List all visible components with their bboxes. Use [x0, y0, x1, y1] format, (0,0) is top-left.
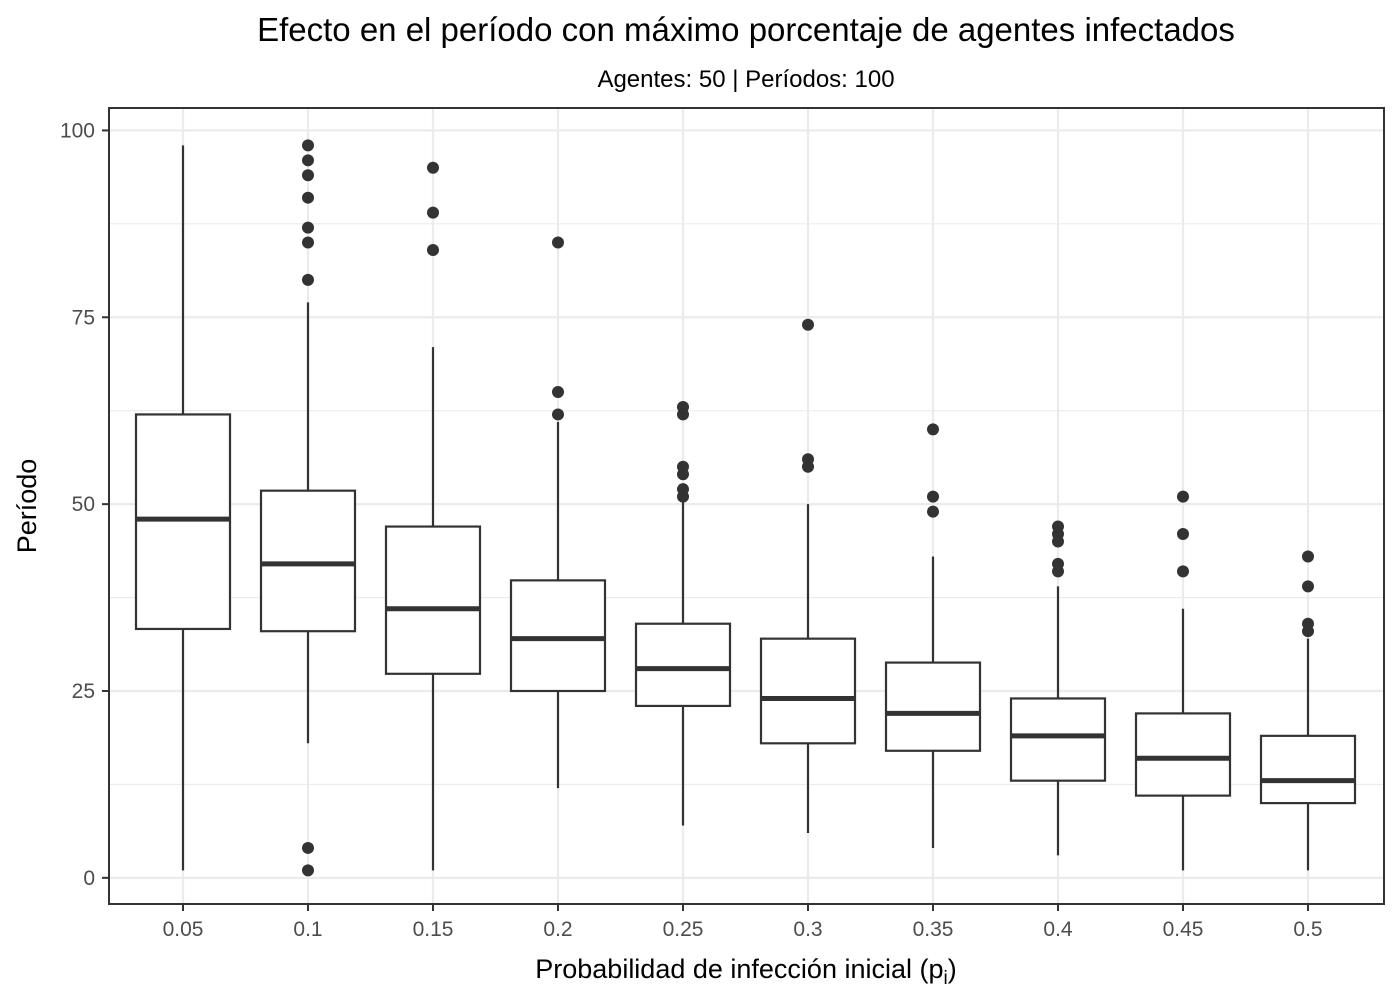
box-iqr [384, 525, 482, 675]
outlier-point [1177, 528, 1189, 541]
x-tick-label: 0.25 [663, 918, 704, 941]
outlier-point [677, 483, 689, 496]
outlier-point [927, 423, 939, 436]
x-axis-title-subscript: i [944, 968, 948, 989]
box-iqr [134, 413, 232, 631]
outlier-point [677, 460, 689, 473]
chart-subtitle: Agentes: 50 | Períodos: 100 [597, 66, 894, 93]
x-tick-label: 0.05 [163, 918, 204, 941]
outlier-point [802, 453, 814, 466]
box-iqr [634, 622, 732, 708]
box-group-0.5 [1259, 550, 1357, 871]
y-tick-label: 100 [60, 119, 95, 142]
x-tick-label: 0.4 [1043, 918, 1073, 941]
box-group-0.3 [759, 318, 857, 833]
outlier-point [802, 318, 814, 331]
box-iqr [759, 637, 857, 745]
y-tick-label: 0 [83, 867, 95, 890]
outlier-point [302, 273, 314, 286]
outlier-point [302, 154, 314, 167]
box-group-0.2 [509, 236, 607, 789]
box-iqr [259, 489, 357, 633]
y-tick-label: 25 [72, 680, 95, 703]
outlier-point [302, 864, 314, 877]
x-tick-label: 0.45 [1163, 918, 1204, 941]
chart-title: Efecto en el período con máximo porcenta… [257, 11, 1235, 48]
boxplot-series [134, 139, 1357, 877]
outlier-point [1052, 557, 1064, 570]
x-tick-label: 0.35 [913, 918, 954, 941]
x-tick-label: 0.3 [793, 918, 822, 941]
box-group-0.25 [634, 400, 732, 826]
outlier-point [1302, 617, 1314, 630]
x-tick-label: 0.2 [543, 918, 572, 941]
x-tick-label: 0.15 [413, 918, 454, 941]
box-group-0.4 [1009, 520, 1107, 856]
outlier-point [552, 386, 564, 399]
box-group-0.15 [384, 161, 482, 871]
outlier-point [302, 191, 314, 204]
box-group-0.05 [134, 145, 232, 871]
outlier-point [427, 206, 439, 219]
x-axis-title-close: ) [948, 954, 957, 984]
x-axis-title-main: Probabilidad de infección inicial (p [535, 954, 943, 984]
box-group-0.35 [884, 423, 982, 848]
outlier-point [1302, 550, 1314, 563]
outlier-point [552, 408, 564, 421]
outlier-point [302, 169, 314, 182]
outlier-point [302, 139, 314, 152]
outlier-point [927, 490, 939, 503]
x-axis: 0.05 0.1 0.15 0.2 0.25 0.3 0.35 0.4 0.45 0.5 [163, 904, 1323, 941]
box-group-0.1 [259, 139, 357, 877]
outlier-point [1052, 520, 1064, 533]
box-group-0.45 [1134, 490, 1232, 871]
box-iqr [1259, 734, 1357, 805]
outlier-point [552, 236, 564, 249]
y-tick-label: 75 [72, 306, 95, 329]
outlier-point [1177, 490, 1189, 503]
y-axis-title: Período [12, 459, 42, 554]
outlier-point [427, 244, 439, 257]
outlier-point [302, 221, 314, 234]
outlier-point [1302, 580, 1314, 593]
x-tick-label: 0.1 [293, 918, 322, 941]
outlier-point [927, 505, 939, 518]
y-axis: 0 25 50 75 100 [60, 119, 109, 890]
box-iqr [1009, 697, 1107, 782]
outlier-point [1177, 565, 1189, 578]
outlier-point [677, 400, 689, 413]
outlier-point [302, 841, 314, 854]
outlier-point [427, 161, 439, 174]
outlier-point [302, 236, 314, 249]
x-tick-label: 0.5 [1293, 918, 1322, 941]
x-axis-title: Probabilidad de infección inicial (pi) [535, 954, 956, 989]
box-iqr [509, 579, 607, 693]
box-iqr [1134, 712, 1232, 797]
panel-border [108, 107, 1385, 905]
box-iqr [884, 661, 982, 752]
y-tick-label: 50 [72, 493, 95, 516]
